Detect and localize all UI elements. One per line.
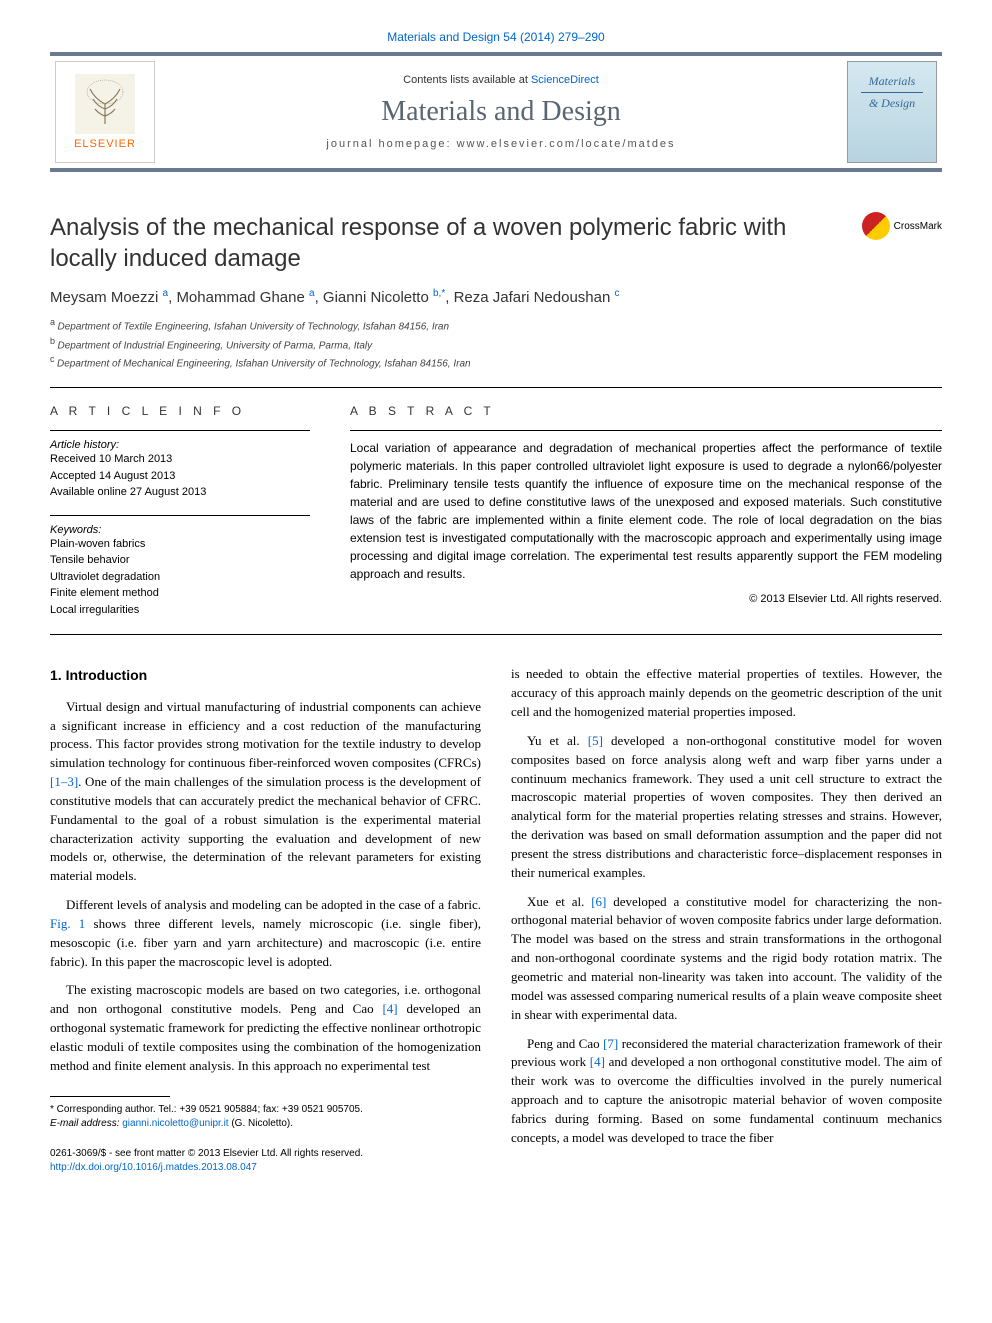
received-date: Received 10 March 2013 [50,451,310,468]
abstract-divider [350,430,942,431]
para-7: Peng and Cao [7] reconsidered the materi… [511,1035,942,1148]
article-title: Analysis of the mechanical response of a… [50,212,846,274]
corr-email[interactable]: gianni.nicoletto@unipr.it [122,1118,228,1129]
accepted-date: Accepted 14 August 2013 [50,468,310,485]
body-columns: 1. Introduction Virtual design and virtu… [50,665,942,1174]
keyword: Finite element method [50,585,310,602]
journal-title: Materials and Design [381,96,621,128]
journal-header: ELSEVIER Contents lists available at Sci… [50,52,942,172]
p5a: Yu et al. [527,733,588,748]
para-5: Yu et al. [5] developed a non-orthogonal… [511,732,942,883]
affiliation: a Department of Textile Engineering, Isf… [50,316,942,334]
author-name: Reza Jafari Nedoushan [454,289,615,306]
divider-top [50,387,942,388]
header-center: Contents lists available at ScienceDirec… [160,56,842,168]
ref-4a[interactable]: [4] [382,1001,397,1016]
footer-line-1: 0261-3069/$ - see front matter © 2013 El… [50,1147,481,1161]
contents-line: Contents lists available at ScienceDirec… [403,74,599,86]
abstract-text: Local variation of appearance and degrad… [350,439,942,583]
keyword: Local irregularities [50,602,310,619]
ref-6[interactable]: [6] [591,894,606,909]
crossmark-label: CrossMark [894,221,942,232]
intro-heading: 1. Introduction [50,665,481,685]
corr-line: * Corresponding author. Tel.: +39 0521 9… [50,1103,481,1117]
ref-5[interactable]: [5] [588,733,603,748]
article-info: A R T I C L E I N F O Article history: R… [50,404,310,618]
p2a: Different levels of analysis and modelin… [66,897,481,912]
corresponding-footnote: * Corresponding author. Tel.: +39 0521 9… [50,1103,481,1131]
footnote-divider [50,1096,170,1097]
ref-1-3[interactable]: [1–3] [50,774,78,789]
info-heading: A R T I C L E I N F O [50,404,310,418]
keyword: Tensile behavior [50,552,310,569]
para-4: is needed to obtain the effective materi… [511,665,942,722]
abstract-block: A B S T R A C T Local variation of appea… [350,404,942,618]
history-label: Article history: [50,439,310,451]
right-column: is needed to obtain the effective materi… [511,665,942,1174]
author-sup: c [615,288,620,299]
para-6: Xue et al. [6] developed a constitutive … [511,893,942,1025]
p6a: Xue et al. [527,894,591,909]
email-line: E-mail address: gianni.nicoletto@unipr.i… [50,1117,481,1131]
meta-columns: A R T I C L E I N F O Article history: R… [50,404,942,618]
p5b: developed a non-orthogonal constitutive … [511,733,942,880]
author-name: Gianni Nicoletto [323,289,433,306]
para-2: Different levels of analysis and modelin… [50,896,481,971]
doi-link[interactable]: http://dx.doi.org/10.1016/j.matdes.2013.… [50,1161,481,1175]
keywords-label: Keywords: [50,524,310,536]
sciencedirect-link[interactable]: ScienceDirect [531,74,599,86]
divider-bottom [50,634,942,635]
keyword: Ultraviolet degradation [50,569,310,586]
page-footer: 0261-3069/$ - see front matter © 2013 El… [50,1147,481,1175]
cover-line-1: Materials [869,74,916,89]
title-row: Analysis of the mechanical response of a… [50,212,942,274]
p1b: . One of the main challenges of the simu… [50,774,481,883]
keyword: Plain-woven fabrics [50,536,310,553]
journal-cover[interactable]: Materials & Design [847,61,937,163]
authors-line: Meysam Moezzi a, Mohammad Ghane a, Giann… [50,288,942,306]
abstract-copyright: © 2013 Elsevier Ltd. All rights reserved… [350,593,942,605]
kw-divider [50,515,310,516]
journal-homepage[interactable]: journal homepage: www.elsevier.com/locat… [326,138,675,150]
p7a: Peng and Cao [527,1036,603,1051]
p2b: shows three different levels, namely mic… [50,916,481,969]
para-1: Virtual design and virtual manufacturing… [50,698,481,886]
affiliation: b Department of Industrial Engineering, … [50,335,942,353]
contents-prefix: Contents lists available at [403,74,531,86]
ref-7[interactable]: [7] [603,1036,618,1051]
email-label: E-mail address: [50,1118,122,1129]
p6b: developed a constitutive model for chara… [511,894,942,1022]
cover-line-2: & Design [869,96,915,111]
email-suffix: (G. Nicoletto). [229,1118,293,1129]
fig-1-link[interactable]: Fig. 1 [50,916,85,931]
author-name: Meysam Moezzi [50,289,163,306]
p1a: Virtual design and virtual manufacturing… [50,699,481,771]
author-sup: a [309,288,315,299]
abstract-heading: A B S T R A C T [350,404,942,418]
cover-rule [861,92,923,93]
keywords-list: Plain-woven fabricsTensile behaviorUltra… [50,536,310,619]
ref-4b[interactable]: [4] [590,1054,605,1069]
author-sup: a [163,288,169,299]
journal-reference[interactable]: Materials and Design 54 (2014) 279–290 [50,30,942,44]
info-divider [50,430,310,431]
crossmark-icon [862,212,890,240]
elsevier-name: ELSEVIER [74,138,136,150]
author-sup: b,* [433,288,445,299]
author-name: Mohammad Ghane [176,289,309,306]
para-3: The existing macroscopic models are base… [50,981,481,1075]
crossmark-badge[interactable]: CrossMark [862,212,942,240]
affiliations: a Department of Textile Engineering, Isf… [50,316,942,371]
history-lines: Received 10 March 2013 Accepted 14 Augus… [50,451,310,501]
elsevier-tree-icon [75,74,135,134]
elsevier-logo[interactable]: ELSEVIER [55,61,155,163]
left-column: 1. Introduction Virtual design and virtu… [50,665,481,1174]
affiliation: c Department of Mechanical Engineering, … [50,353,942,371]
online-date: Available online 27 August 2013 [50,484,310,501]
